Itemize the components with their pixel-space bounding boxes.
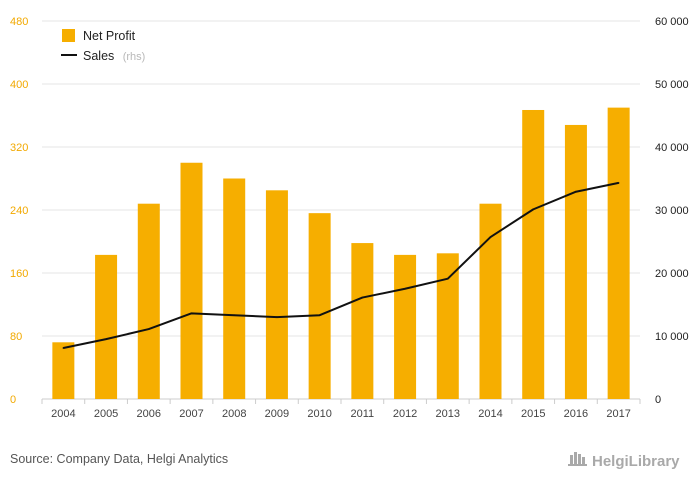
sales-point-2006 [147,328,150,330]
bar-net-profit-2013 [436,253,459,399]
right-axis-tick-label: 50 000 [655,79,689,91]
legend-label-sales: Sales [83,49,114,63]
helgi-library-logo: HelgiLibrary [568,452,680,470]
sales-point-2011 [361,296,364,299]
sales-point-2010 [318,314,321,317]
bar-net-profit-2016 [564,124,587,399]
sales-point-2014 [489,236,492,238]
x-axis-tick-label: 2015 [521,408,545,420]
left-axis-tick-label: 480 [10,16,28,28]
sales-line-path [63,181,619,349]
bar-net-profit-2010 [308,213,331,399]
x-axis-ticks: 2004 2005 2006 2007 2008 2009 2010 2011 2012 2013… [51,408,631,420]
bar-net-profit-2006 [137,203,160,399]
sales-point-2007 [190,312,193,315]
left-axis-tick-label: 80 [10,331,22,343]
logo-text: HelgiLibrary [592,453,680,470]
sales-point-2004 [62,347,65,349]
sales-point-2013 [446,277,449,280]
bar-net-profit-2014 [479,203,502,399]
legend-swatch-net-profit [62,29,75,42]
right-axis-tick-label: 60 000 [655,16,689,28]
left-axis-tick-label: 240 [10,205,28,217]
left-axis-tick-label: 160 [10,268,28,280]
sales-point-2012 [404,287,406,290]
source-note: Source: Company Data, Helgi Analytics [10,452,228,466]
x-axis-tick-label: 2013 [436,408,460,420]
x-axis-tick-label: 2010 [307,408,331,420]
bar-net-profit-2011 [351,243,374,399]
sales-point-2016 [575,190,577,193]
x-axis-tick-label: 2006 [137,408,161,420]
legend-label-sales-group: Sales (rhs) [83,47,145,64]
net-profit-bars [52,107,630,400]
right-axis-tick-label: 40 000 [655,142,689,154]
sales-point-2015 [532,208,535,211]
sales-point-2008 [233,314,236,317]
bar-net-profit-2004 [52,342,75,399]
x-axis-tick-label: 2017 [606,408,630,420]
bar-net-profit-2017 [607,107,630,399]
left-axis-tick-label: 400 [10,79,28,91]
right-axis-tick-label: 30 000 [655,205,689,217]
left-axis-ticks: 0 80 160 240 320 400 480 [10,16,28,406]
legend-label-sales-rhs: (rhs) [123,51,146,63]
bar-net-profit-2008 [223,178,246,399]
x-axis-tick-label: 2008 [222,408,246,420]
left-axis-tick-label: 320 [10,142,28,154]
bar-net-profit-2012 [394,254,417,399]
x-axis-tick-label: 2009 [265,408,289,420]
legend: Net Profit Sales (rhs) [61,29,145,64]
library-icon [568,452,587,466]
x-axis-tick-label: 2004 [51,408,75,420]
bar-net-profit-2009 [265,190,288,399]
x-axis-tick-label: 2005 [94,408,118,420]
right-axis-tick-label: 0 [655,394,661,406]
x-axis-tick-label: 2007 [179,408,203,420]
sales-point-2005 [105,338,107,340]
right-axis-ticks: 0 10 000 20 000 30 000 40 000 50 000 60 000 [655,16,689,406]
sales-line [62,181,620,349]
x-axis-tick-label: 2011 [351,408,375,420]
sales-point-2009 [276,316,278,318]
bar-net-profit-2005 [95,254,118,399]
sales-point-2017 [617,182,620,184]
gridlines [41,20,641,404]
left-axis-tick-label: 0 [10,394,16,406]
bar-net-profit-2007 [180,162,203,399]
bar-net-profit-2015 [522,109,545,400]
right-axis-tick-label: 20 000 [655,268,689,280]
x-axis-tick-label: 2016 [564,408,588,420]
legend-label-net-profit: Net Profit [83,29,136,43]
x-axis-tick-label: 2012 [393,408,417,420]
x-axis-tick-label: 2014 [478,408,502,420]
right-axis-tick-label: 10 000 [655,331,689,343]
